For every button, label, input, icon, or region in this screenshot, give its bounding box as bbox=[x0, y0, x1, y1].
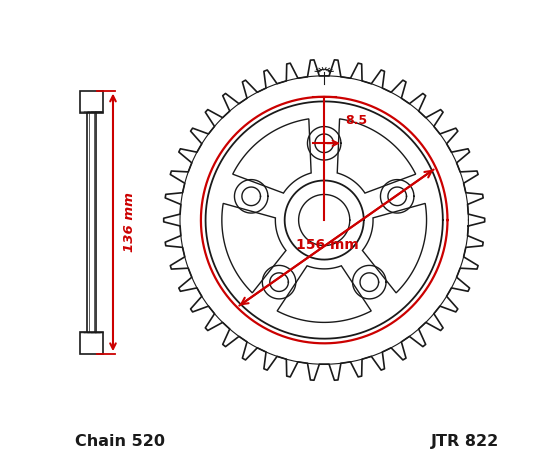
Polygon shape bbox=[222, 204, 286, 293]
Bar bbox=[81, 91, 102, 113]
Bar bbox=[81, 332, 102, 354]
Bar bbox=[87, 113, 96, 332]
Text: Chain 520: Chain 520 bbox=[75, 433, 165, 448]
Text: 156 mm: 156 mm bbox=[296, 238, 358, 252]
Polygon shape bbox=[337, 119, 416, 193]
Polygon shape bbox=[277, 266, 371, 322]
Text: 136 mm: 136 mm bbox=[123, 192, 136, 252]
Polygon shape bbox=[362, 204, 427, 293]
Text: JTR 822: JTR 822 bbox=[431, 433, 498, 448]
Text: 8.5: 8.5 bbox=[345, 114, 367, 126]
Polygon shape bbox=[233, 119, 311, 193]
